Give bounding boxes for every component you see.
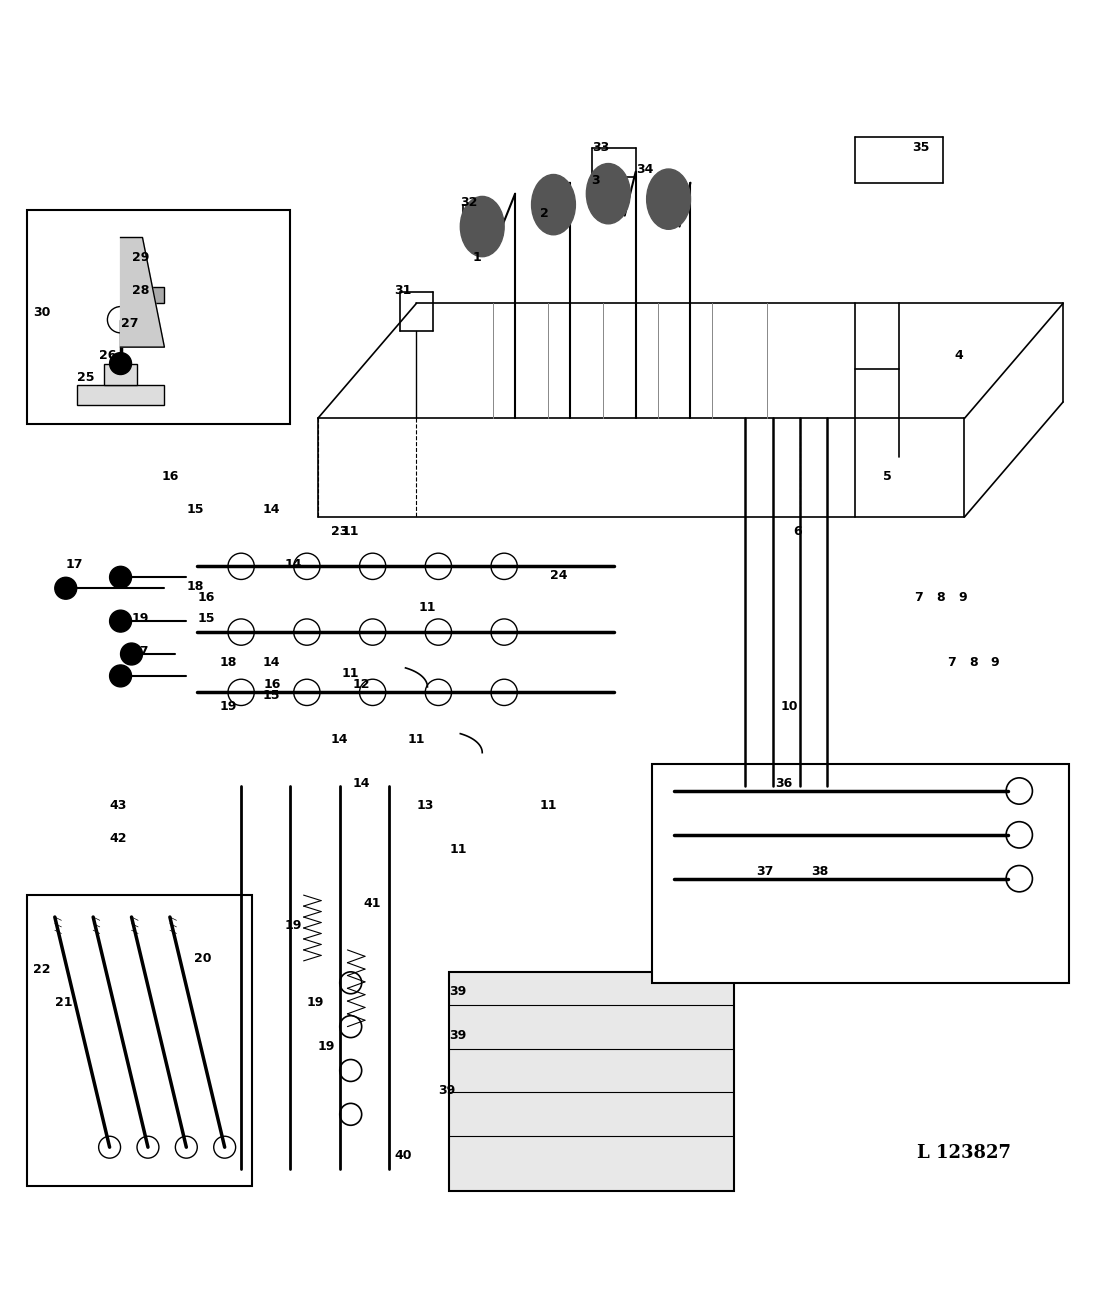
Text: 32: 32 (460, 196, 478, 209)
Text: 16: 16 (197, 590, 215, 603)
Text: 34: 34 (636, 164, 653, 177)
Text: 11: 11 (539, 799, 557, 812)
Bar (104, 364, 137, 386)
Ellipse shape (460, 196, 504, 256)
Ellipse shape (647, 169, 690, 229)
Text: 15: 15 (186, 502, 204, 515)
Text: 5: 5 (883, 470, 892, 483)
Text: 14: 14 (285, 557, 302, 570)
Text: 38: 38 (811, 865, 829, 878)
Text: 19: 19 (285, 920, 302, 933)
Circle shape (110, 353, 132, 374)
Text: 35: 35 (912, 141, 929, 154)
Text: L 123827: L 123827 (917, 1143, 1012, 1162)
Text: 28: 28 (132, 284, 149, 297)
Bar (652, 764, 1069, 982)
Text: 33: 33 (592, 141, 609, 154)
Bar (137, 286, 164, 303)
Circle shape (110, 566, 132, 589)
Text: 19: 19 (132, 612, 149, 625)
Text: 39: 39 (449, 985, 467, 998)
Text: 13: 13 (416, 799, 434, 812)
Text: 14: 14 (263, 657, 281, 670)
Bar (27, 211, 290, 424)
Text: 11: 11 (342, 667, 359, 680)
Bar (27, 895, 252, 1185)
Text: 40: 40 (395, 1150, 412, 1163)
Text: 26: 26 (99, 349, 116, 362)
Text: 25: 25 (77, 371, 94, 385)
Text: 4: 4 (955, 349, 963, 362)
Text: 16: 16 (263, 678, 281, 691)
Polygon shape (121, 238, 164, 347)
Text: 14: 14 (353, 777, 370, 790)
Circle shape (132, 285, 149, 303)
Text: 29: 29 (132, 251, 149, 264)
Text: 17: 17 (132, 645, 149, 658)
Text: 10: 10 (780, 700, 798, 713)
Text: 2: 2 (540, 207, 549, 220)
Text: 9: 9 (958, 590, 967, 603)
Text: 30: 30 (33, 306, 50, 319)
Ellipse shape (586, 164, 630, 224)
Text: 22: 22 (33, 963, 50, 976)
Text: 42: 42 (110, 832, 127, 845)
Text: 18: 18 (219, 657, 237, 670)
Text: 39: 39 (438, 1084, 456, 1096)
Text: 3: 3 (591, 174, 600, 187)
Text: 14: 14 (331, 732, 349, 746)
Text: 27: 27 (121, 317, 138, 330)
Text: 19: 19 (318, 1040, 335, 1053)
Text: 1: 1 (472, 251, 481, 264)
Text: 7: 7 (914, 590, 923, 603)
Text: 6: 6 (794, 525, 802, 538)
Bar (449, 972, 734, 1192)
Circle shape (110, 610, 132, 632)
Text: 14: 14 (263, 502, 281, 515)
Text: 24: 24 (550, 569, 568, 582)
Text: 15: 15 (263, 689, 281, 702)
Text: 19: 19 (307, 995, 324, 1008)
Bar (77, 386, 164, 405)
Text: 7: 7 (947, 657, 956, 670)
Text: 11: 11 (449, 842, 467, 855)
Circle shape (110, 664, 132, 687)
Text: 11: 11 (408, 732, 425, 746)
Text: 17: 17 (66, 557, 83, 570)
Text: 19: 19 (219, 700, 237, 713)
Text: 31: 31 (395, 284, 412, 297)
Text: 43: 43 (110, 799, 127, 812)
Text: 16: 16 (161, 470, 179, 483)
Text: 36: 36 (775, 777, 792, 790)
Text: 21: 21 (55, 995, 72, 1008)
Text: 23: 23 (331, 525, 349, 538)
Text: 8: 8 (936, 590, 945, 603)
Text: 9: 9 (991, 657, 1000, 670)
Circle shape (55, 577, 77, 599)
Text: 12: 12 (353, 678, 370, 691)
Text: 41: 41 (364, 897, 381, 910)
Ellipse shape (532, 174, 575, 234)
Text: 11: 11 (342, 525, 359, 538)
Text: 20: 20 (194, 952, 212, 965)
Text: 11: 11 (419, 602, 436, 615)
Circle shape (121, 644, 142, 664)
Text: 15: 15 (197, 612, 215, 625)
Text: 18: 18 (186, 579, 204, 593)
Text: 8: 8 (969, 657, 978, 670)
Text: 39: 39 (449, 1029, 467, 1042)
Text: 37: 37 (756, 865, 774, 878)
